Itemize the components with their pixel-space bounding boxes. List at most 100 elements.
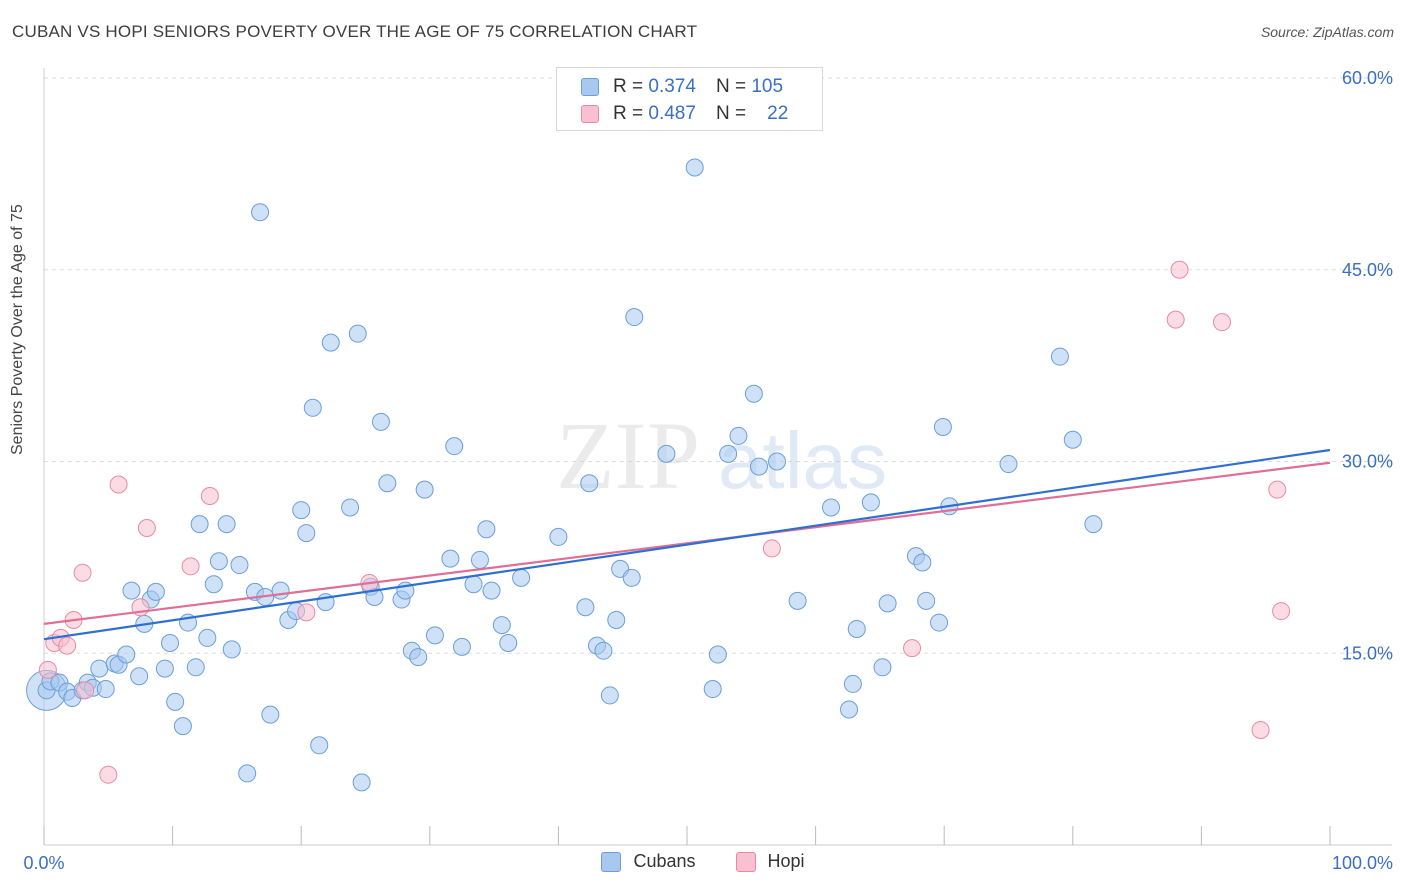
n-value: 22 [767,103,789,124]
cubans-point [348,324,367,343]
cubans-point [297,524,316,543]
cubans-point [371,412,390,431]
hopi-point [38,660,57,679]
stats-legend: R = 0.374 N = 105 R = 0.487 N = 22 [556,67,823,131]
hopi-point [1166,310,1185,329]
cubans-point [222,640,241,659]
cubans-point [788,591,807,610]
cubans-point [292,501,311,520]
x-tick-label: 100.0% [1332,853,1393,873]
hopi-point [76,681,95,700]
cubans-point [607,611,626,630]
cubans-point [930,613,949,632]
cubans-point [625,308,644,327]
cubans-point [933,417,952,436]
cubans-point [750,457,769,476]
cubans-point [600,686,619,705]
cubans-point [96,680,115,699]
r-label: R = [613,103,644,124]
cubans-point [861,493,880,512]
cubans-point [161,634,180,653]
cubans-point [409,648,428,667]
r-label: R = [613,76,644,97]
stats-row-cubans: R = 0.374 N = 105 [581,74,783,100]
cubans-point [445,437,464,456]
cubans-point [90,659,109,678]
cubans-point [1050,347,1069,366]
cubans-point [482,581,501,600]
cubans-point [576,598,595,617]
cubans-point [1063,430,1082,449]
cubans-point [186,658,205,677]
hopi-trend-line [43,461,1331,625]
cubans-point [840,700,859,719]
r-value: 0.487 [648,103,696,124]
cubans-point [470,550,489,569]
hopi-point [181,557,200,576]
cubans-point [130,667,149,686]
cubans-point [657,444,676,463]
cubans-point [155,659,174,678]
cubans-point [477,520,496,539]
tick-labels: 15.0% 30.0% 45.0% 60.0% 0.0% 100.0% [23,68,1393,873]
cubans-point [378,474,397,493]
stats-row-hopi: R = 0.487 N = 22 [581,101,788,127]
hopi-point [200,487,219,506]
y-axis-label: Seniors Poverty Over the Age of 75 [9,204,26,455]
chart-title: CUBAN VS HOPI SENIORS POVERTY OVER THE A… [12,22,698,41]
n-value: 105 [751,76,784,97]
n-label: N = [715,76,747,97]
cubans-point [464,575,483,594]
cubans-point [341,498,360,517]
y-tick-label: 45.0% [1342,260,1393,280]
cubans-legend-swatch [601,851,622,872]
hopi-point [1268,480,1287,499]
cubans-point [729,426,748,445]
hopi-point [1170,260,1189,279]
cubans-point [703,680,722,699]
legend-item-hopi[interactable]: Hopi [735,851,805,872]
cubans-point [744,384,763,403]
cubans-point [878,594,897,613]
cubans-point [492,616,511,635]
r-value: 0.374 [648,76,696,97]
legend-item-cubans[interactable]: Cubans [601,851,696,872]
hopi-point [1251,720,1270,739]
cubans-point [271,581,290,600]
watermark-zip: ZIP [556,402,700,509]
watermark-atlas: atlas [718,416,887,505]
cubans-point [425,626,444,645]
cubans-point [261,705,280,724]
cubans-point [173,717,192,736]
hopi-point [1212,313,1231,332]
cubans-point [321,333,340,352]
cubans-point [685,158,704,177]
legend-label: Hopi [767,851,805,871]
hopi-legend-swatch [735,851,756,872]
hopi-point [109,475,128,494]
cubans-point [768,452,787,471]
hopi-point [762,539,781,558]
cubans-point [913,553,932,572]
cubans-point [452,637,471,656]
cubans-point [499,634,518,653]
cubans-point [146,582,165,601]
cubans-swatch [581,78,599,96]
hopi-point [73,563,92,582]
cubans-point [999,455,1018,474]
cubans-point [917,591,936,610]
y-tick-label: 15.0% [1342,643,1393,663]
hopi-point [137,518,156,537]
cubans-point [708,645,727,664]
cubans-point [303,398,322,417]
cubans-point [209,552,228,571]
cubans-point [873,658,892,677]
hopi-points [38,260,1291,784]
cubans-point [352,773,371,792]
cubans-point [1084,515,1103,534]
cubans-point [204,575,223,594]
y-tick-label: 60.0% [1342,68,1393,88]
cubans-point [512,568,531,587]
cubans-point [230,556,249,575]
